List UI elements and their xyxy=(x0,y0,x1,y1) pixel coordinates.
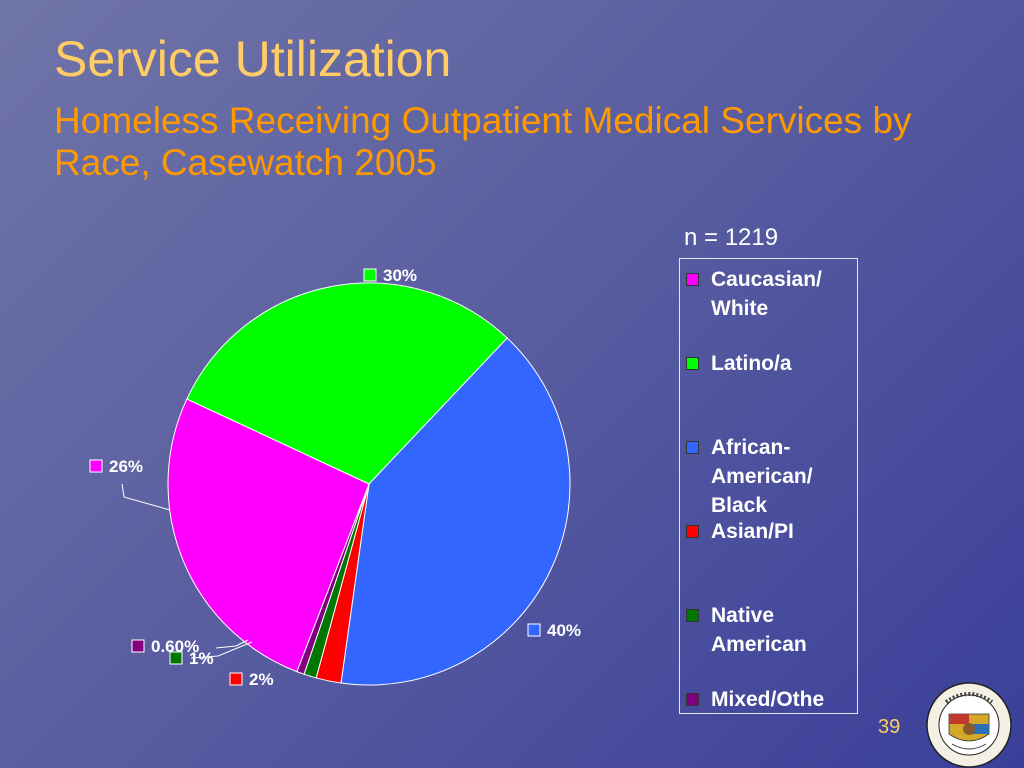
legend-swatch-latino xyxy=(686,357,699,370)
legend-label-latino: Latino/a xyxy=(711,352,792,375)
legend-swatch-mixed-other xyxy=(686,693,699,706)
legend-label-asian-pi: Asian/PI xyxy=(711,520,794,543)
data-label: 30% xyxy=(383,266,417,285)
legend-label-mixed-other: Mixed/Othe xyxy=(711,688,825,711)
data-label-swatch xyxy=(229,672,243,686)
data-label: 0.60% xyxy=(151,637,199,656)
chart-legend: Caucasian/ White Latino/a African- Ameri… xyxy=(679,258,858,714)
legend-swatch-native-american xyxy=(686,609,699,622)
data-label-swatch xyxy=(363,268,377,282)
slide-subtitle: Homeless Receiving Outpatient Medical Se… xyxy=(54,100,912,183)
data-label-swatch xyxy=(169,651,183,665)
county-seal-logo xyxy=(926,682,1012,768)
legend-label-african-american: African- American/ Black xyxy=(711,436,813,517)
data-label: 26% xyxy=(109,457,143,476)
data-label-swatch xyxy=(527,623,541,637)
data-label: 1% xyxy=(189,649,214,668)
legend-label-caucasian: Caucasian/ White xyxy=(711,268,822,320)
page-number: 39 xyxy=(878,716,901,738)
legend-label-native-american: Native American xyxy=(711,604,807,656)
legend-swatch-asian-pi xyxy=(686,525,699,538)
data-label-swatch xyxy=(131,639,145,653)
legend-swatch-caucasian xyxy=(686,273,699,286)
sample-size-label: n = 1219 xyxy=(684,224,779,251)
data-label-swatch xyxy=(89,459,103,473)
slide-title: Service Utilization xyxy=(54,31,452,87)
data-label: 2% xyxy=(249,670,274,689)
legend-swatch-african-american xyxy=(686,441,699,454)
pie-slice-latino-a xyxy=(186,282,508,485)
pie-slice-african-american-black xyxy=(340,337,571,686)
leader-line xyxy=(121,483,171,511)
pie-slice-caucasian-white xyxy=(167,398,370,673)
data-label: 40% xyxy=(547,621,581,640)
pie-chart: 30% 40% 2% 1%0.60% 26% xyxy=(89,266,581,689)
leader-line xyxy=(215,639,249,649)
leader-line xyxy=(190,641,253,659)
